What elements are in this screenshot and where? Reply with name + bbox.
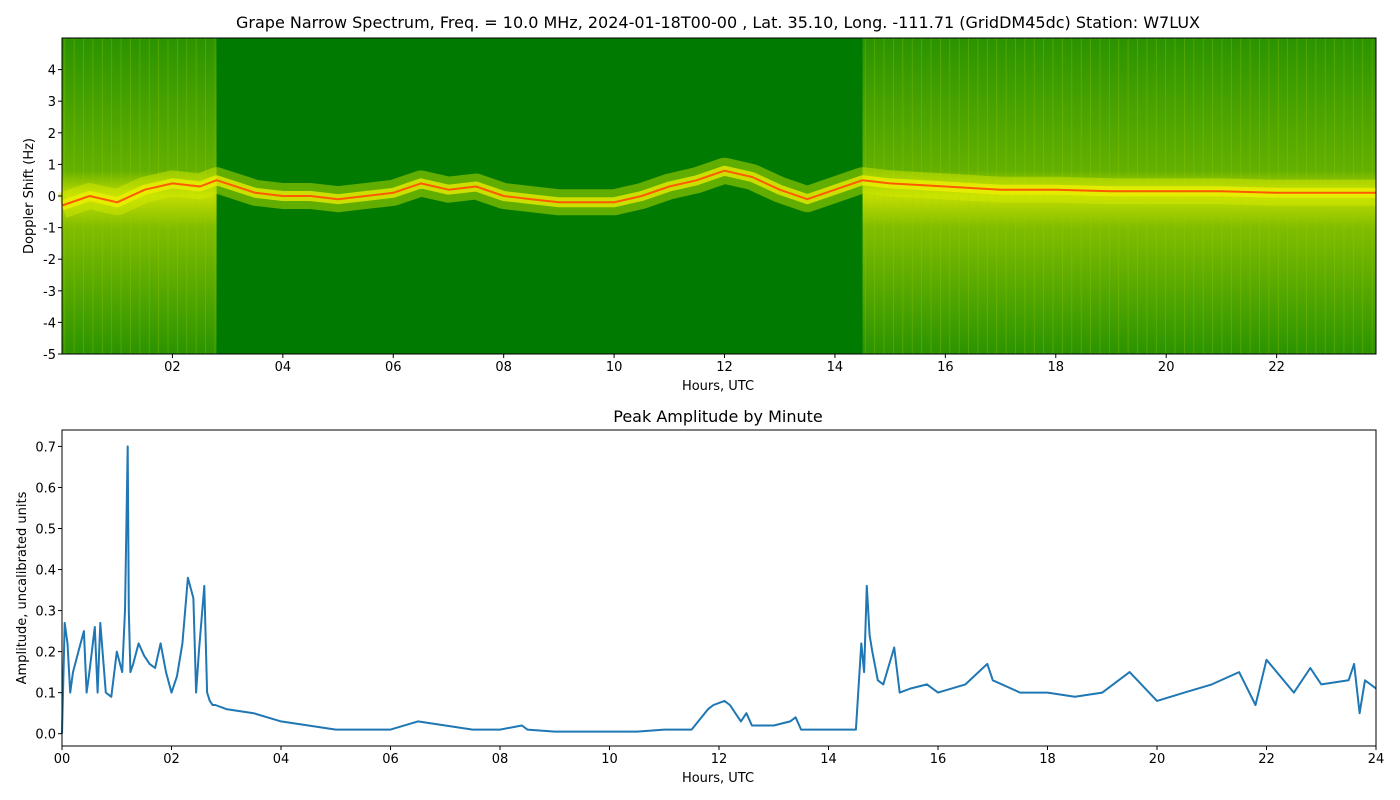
x-tick-label: 00 — [54, 752, 71, 767]
x-tick-label: 12 — [716, 360, 733, 375]
x-tick-label: 24 — [1368, 752, 1385, 767]
amplitude-plot-area — [62, 430, 1376, 746]
x-tick-label: 04 — [275, 360, 292, 375]
y-tick-label: -5 — [43, 348, 56, 363]
y-tick-label: 0.3 — [35, 605, 56, 620]
x-tick-label: 04 — [273, 752, 290, 767]
x-tick-label: 08 — [495, 360, 512, 375]
spectrogram-title: Grape Narrow Spectrum, Freq. = 10.0 MHz,… — [236, 13, 1200, 32]
y-tick-label: 0.6 — [35, 481, 56, 496]
x-tick-label: 06 — [385, 360, 402, 375]
spectrogram-x-ticks: 02 04 06 08 10 12 14 16 18 20 22 — [164, 354, 1285, 375]
y-tick-label: 0.0 — [35, 728, 56, 743]
y-tick-label: 0.5 — [35, 522, 56, 537]
x-tick-label: 18 — [1039, 752, 1056, 767]
spectrogram-doppler-trace — [57, 157, 1376, 218]
x-tick-label: 12 — [711, 752, 728, 767]
amplitude-y-axis-label: Amplitude, uncalibrated units — [15, 491, 30, 684]
x-tick-label: 06 — [382, 752, 399, 767]
y-tick-label: -3 — [43, 285, 56, 300]
y-tick-label: 0.1 — [35, 687, 56, 702]
x-tick-label: 08 — [492, 752, 509, 767]
x-tick-label: 18 — [1048, 360, 1065, 375]
amplitude-line — [61, 445, 1377, 734]
x-tick-label: 14 — [820, 752, 837, 767]
amplitude-panel: Peak Amplitude by Minute 00 02 04 06 08 10 12 1… — [15, 407, 1384, 786]
spectrogram-panel: Grape Narrow Spectrum, Freq. = 10.0 MHz,… — [22, 13, 1377, 394]
x-tick-label: 02 — [164, 360, 181, 375]
y-tick-label: 0.2 — [35, 646, 56, 661]
x-tick-label: 22 — [1258, 752, 1275, 767]
y-tick-label: 2 — [48, 127, 56, 142]
y-tick-label: 3 — [48, 95, 56, 110]
y-tick-label: -1 — [43, 222, 56, 237]
doppler-line — [61, 169, 1376, 207]
x-tick-label: 14 — [827, 360, 844, 375]
amplitude-series — [61, 445, 1377, 734]
amplitude-x-ticks: 00 02 04 06 08 10 12 14 16 18 20 22 24 — [54, 746, 1385, 767]
amplitude-y-ticks: 0.0 0.1 0.2 0.3 0.4 0.5 0.6 0.7 — [35, 440, 62, 743]
x-tick-label: 22 — [1268, 360, 1285, 375]
y-tick-label: 1 — [48, 158, 56, 173]
x-tick-label: 10 — [601, 752, 618, 767]
x-tick-label: 20 — [1158, 360, 1175, 375]
amplitude-x-axis-label: Hours, UTC — [682, 771, 754, 786]
y-tick-label: 0 — [48, 190, 56, 205]
spectrogram-y-ticks: -5 -4 -3 -2 -1 0 1 2 3 4 — [43, 64, 62, 363]
spectrogram-y-axis-label: Doppler Shift (Hz) — [22, 138, 37, 254]
x-tick-label: 10 — [606, 360, 623, 375]
x-tick-label: 20 — [1149, 752, 1166, 767]
y-tick-label: -2 — [43, 253, 56, 268]
y-tick-label: 4 — [48, 64, 56, 79]
x-tick-label: 16 — [937, 360, 954, 375]
y-tick-label: -4 — [43, 316, 56, 331]
spectrogram-x-axis-label: Hours, UTC — [682, 379, 754, 394]
x-tick-label: 16 — [930, 752, 947, 767]
y-tick-label: 0.4 — [35, 564, 56, 579]
y-tick-label: 0.7 — [35, 440, 56, 455]
x-tick-label: 02 — [163, 752, 180, 767]
amplitude-title: Peak Amplitude by Minute — [613, 407, 823, 426]
